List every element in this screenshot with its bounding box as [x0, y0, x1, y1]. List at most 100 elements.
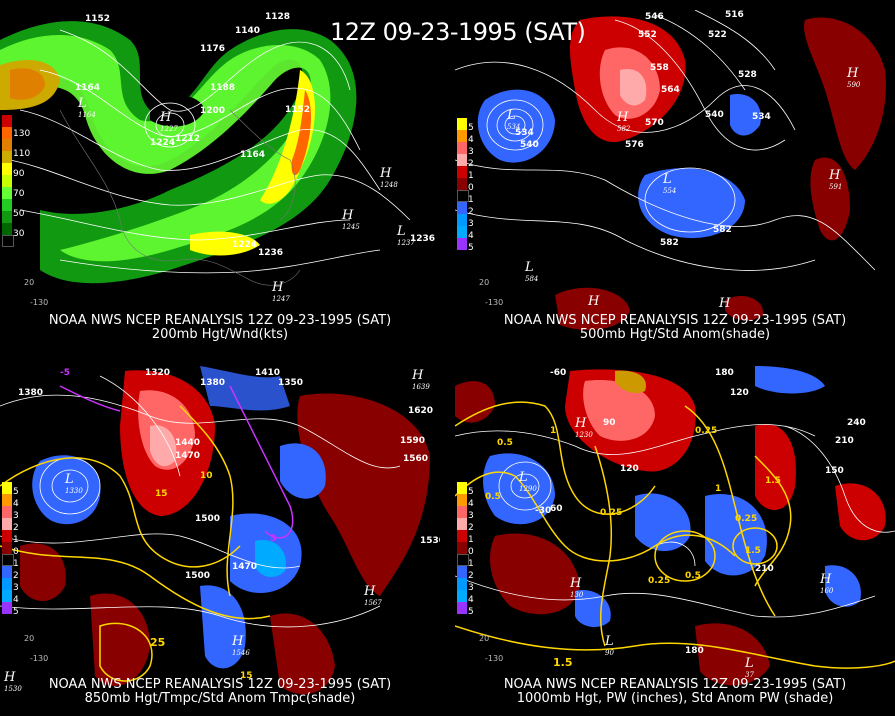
contour-label: 540 [520, 140, 539, 150]
lat-label: 20 [479, 278, 490, 287]
contour-label: 576 [625, 140, 644, 150]
contour-label: 546 [645, 12, 664, 22]
main-title: 12Z 09-23-1995 (SAT) [330, 18, 586, 46]
contour-label: 1590 [400, 436, 426, 446]
colorbar-anom [457, 118, 469, 250]
colorbar-anom [457, 482, 469, 614]
panel-caption: NOAA NWS NCEP REANALYSIS 12Z 09-23-1995 … [48, 313, 392, 342]
high-marker: H 160 [820, 572, 834, 595]
contour-label: 1188 [210, 83, 236, 93]
lon-label: -130 [485, 298, 504, 307]
colorbar-labels: 130 110 90 70 50 30 [13, 129, 31, 239]
contour-label: 1200 [200, 106, 226, 116]
pw-label: 1 [550, 426, 557, 436]
contour-label: 582 [713, 225, 732, 235]
contour-label: 1560 [403, 454, 429, 464]
high-marker: H [719, 296, 731, 311]
contour-label: 570 [645, 118, 664, 128]
panel-caption: NOAA NWS NCEP REANALYSIS 12Z 09-23-1995 … [503, 677, 847, 706]
colorbar-anom [2, 482, 14, 614]
contour-label: 1500 [195, 514, 221, 524]
map-850mb [0, 366, 440, 706]
high-marker: H 1530 [4, 670, 22, 693]
high-marker: H 591 [829, 168, 843, 191]
high-marker: H 582 [617, 110, 631, 133]
pw-label: 1.5 [765, 476, 781, 486]
high-marker: H 1567 [364, 584, 382, 607]
contour-label: 120 [730, 388, 749, 398]
pw-label: 0.25 [735, 514, 758, 524]
contour-label: 1236 [258, 248, 284, 258]
temp-label: 15 [155, 489, 168, 499]
temp-label: -5 [60, 368, 70, 378]
map-1000mb-pw [455, 366, 895, 706]
temp-label: 10 [200, 471, 213, 481]
contour-label: 1350 [278, 378, 304, 388]
low-marker: L 584 [525, 260, 539, 283]
contour-label: 1140 [235, 26, 261, 36]
contour-label: 1410 [255, 368, 281, 378]
contour-label: 1380 [200, 378, 226, 388]
low-marker: L 1164 [78, 96, 96, 119]
low-marker: L 1330 [65, 472, 83, 495]
contour-label: 180 [715, 368, 734, 378]
contour-label: 1164 [240, 150, 266, 160]
high-marker: H 1546 [232, 634, 250, 657]
contour-label: 1236 [410, 234, 436, 244]
contour-label: 120 [620, 464, 639, 474]
low-marker: L 37 [745, 656, 754, 679]
high-marker: H 130 [570, 576, 584, 599]
pw-label: 1.5 [745, 546, 761, 556]
contour-label: 1380 [18, 388, 44, 398]
panel-caption: NOAA NWS NCEP REANALYSIS 12Z 09-23-1995 … [48, 677, 392, 706]
contour-label: 564 [661, 85, 680, 95]
panel-caption: NOAA NWS NCEP REANALYSIS 12Z 09-23-1995 … [503, 313, 847, 342]
contour-label: 534 [752, 112, 771, 122]
contour-label: 540 [705, 110, 724, 120]
contour-label: 1620 [408, 406, 434, 416]
contour-label: 60 [550, 504, 563, 514]
contour-label: -60 [550, 368, 567, 378]
contour-label: 1440 [175, 438, 201, 448]
pw-label: 0.25 [600, 508, 623, 518]
contour-label: -30 [535, 506, 552, 516]
contour-label: 1470 [175, 451, 201, 461]
contour-label: 552 [638, 30, 657, 40]
low-marker: L 554 [663, 172, 677, 195]
high-marker: H 1248 [380, 166, 398, 189]
lat-label: 20 [479, 634, 490, 643]
low-marker: L 1290 [519, 470, 537, 493]
contour-label: 1224 [232, 240, 258, 250]
contour-label: 534 [515, 128, 534, 138]
temp-label: 15 [240, 671, 253, 681]
contour-label: 582 [660, 238, 679, 248]
high-marker: H 1247 [272, 280, 290, 303]
contour-label: 1320 [145, 368, 171, 378]
lat-label: 20 [24, 634, 35, 643]
high-marker: H 1230 [575, 416, 593, 439]
pw-label: 0.5 [497, 438, 513, 448]
contour-label: 522 [708, 30, 727, 40]
temp-label: 25 [150, 636, 166, 649]
panel-200mb: 130 110 90 70 50 30 1152 1128 1140 1164 … [0, 10, 440, 350]
lon-label: -130 [30, 298, 49, 307]
contour-label: 90 [603, 418, 616, 428]
contour-label: 1164 [75, 83, 101, 93]
contour-label: 240 [847, 418, 866, 428]
pw-label: 0.25 [648, 576, 671, 586]
contour-label: 558 [650, 63, 669, 73]
pw-label: 0.25 [695, 426, 718, 436]
map-200mb [0, 10, 440, 350]
contour-label: 210 [835, 436, 854, 446]
pw-label: 1.5 [553, 656, 573, 669]
contour-label: 1152 [285, 105, 311, 115]
pw-label: 1 [715, 484, 722, 494]
lon-label: -130 [485, 654, 504, 663]
contour-label: 1128 [265, 12, 291, 22]
contour-label: 528 [738, 70, 757, 80]
